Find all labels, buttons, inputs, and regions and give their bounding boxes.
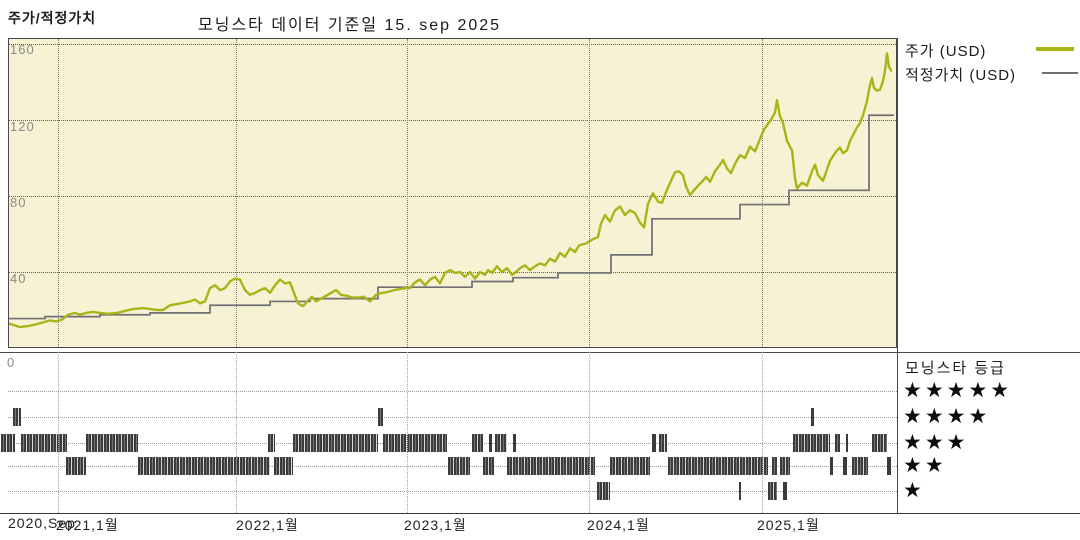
rating-row-3-stars: ★★★ bbox=[903, 431, 969, 454]
x-tick-2020-sep: 2020,Sep bbox=[8, 515, 76, 531]
x-gridline bbox=[589, 39, 590, 347]
rating-bar-3star bbox=[513, 434, 516, 452]
rating-bar-3star bbox=[268, 434, 275, 452]
x-gridline-lower bbox=[236, 352, 237, 513]
rating-bar-2star bbox=[668, 457, 768, 475]
legend-label-price: 주가 (USD) bbox=[905, 43, 987, 60]
y-gridline bbox=[9, 44, 896, 45]
rating-bar-2star bbox=[852, 457, 868, 475]
rating-row-gridline bbox=[8, 391, 897, 392]
rating-bar-3star bbox=[846, 434, 848, 452]
price-line bbox=[9, 52, 893, 329]
page-title: 주가/적정가치 bbox=[8, 10, 97, 26]
rating-bar-3star bbox=[872, 434, 887, 452]
y-tick-40: 40 bbox=[10, 271, 27, 286]
legend-label-fairvalue: 적정가치 (USD) bbox=[905, 67, 1017, 84]
price-fairvalue-chart bbox=[9, 52, 894, 329]
rating-bar-3star bbox=[495, 434, 507, 452]
rating-bar-3star bbox=[659, 434, 667, 452]
rating-bar-1star bbox=[597, 482, 610, 500]
x-tick-2022-jan: 2022,1월 bbox=[236, 517, 299, 533]
rating-bar-1star bbox=[783, 482, 787, 500]
rating-bar-3star bbox=[793, 434, 830, 452]
rating-panel-title: 모닝스타 등급 bbox=[905, 360, 1006, 377]
rating-bar-3star bbox=[86, 434, 138, 452]
rating-bar-3star bbox=[652, 434, 656, 452]
x-gridline bbox=[58, 39, 59, 347]
rating-bar-3star bbox=[1, 434, 15, 452]
y-tick-120: 120 bbox=[10, 119, 35, 134]
rating-bar-2star bbox=[483, 457, 494, 475]
rating-row-gridline bbox=[8, 417, 897, 418]
rating-bar-3star bbox=[472, 434, 483, 452]
rating-row-5-stars: ★★★★★ bbox=[903, 379, 1013, 402]
rating-bar-2star bbox=[138, 457, 270, 475]
legend-swatch-price bbox=[1036, 47, 1074, 51]
rating-row-1-star: ★ bbox=[903, 479, 925, 502]
rating-bar-2star bbox=[274, 457, 293, 475]
rating-bar-2star bbox=[448, 457, 470, 475]
x-gridline-lower bbox=[762, 352, 763, 513]
x-gridline bbox=[236, 39, 237, 347]
x-gridline-lower bbox=[407, 352, 408, 513]
x-gridline-lower bbox=[589, 352, 590, 513]
rating-bar-4star bbox=[378, 408, 383, 426]
panel-divider-horizontal bbox=[0, 352, 1080, 353]
rating-row-gridline bbox=[8, 466, 897, 467]
rating-bar-4star bbox=[811, 408, 814, 426]
rating-bar-4star bbox=[13, 408, 21, 426]
rating-bar-3star bbox=[21, 434, 67, 452]
x-gridline-lower bbox=[58, 352, 59, 513]
x-tick-2021-jan: 2021,1월 bbox=[56, 517, 119, 533]
x-gridline bbox=[762, 39, 763, 347]
rating-bar-2star bbox=[507, 457, 595, 475]
rating-bar-2star bbox=[887, 457, 891, 475]
x-tick-2023-jan: 2023,1월 bbox=[404, 517, 467, 533]
y-tick-80: 80 bbox=[10, 195, 27, 210]
rating-bar-2star bbox=[66, 457, 86, 475]
y-tick-0: 0 bbox=[7, 355, 16, 370]
rating-row-4-stars: ★★★★ bbox=[903, 405, 991, 428]
rating-bar-2star bbox=[772, 457, 777, 475]
chart-title: 모닝스타 데이터 기준일 15. sep 2025 bbox=[198, 17, 502, 34]
y-tick-160: 160 bbox=[10, 42, 35, 57]
rating-bar-3star bbox=[489, 434, 492, 452]
y-gridline bbox=[9, 196, 896, 197]
rating-bar-1star bbox=[768, 482, 777, 500]
rating-row-gridline bbox=[8, 443, 897, 444]
rating-bar-2star bbox=[780, 457, 790, 475]
rating-row-2-stars: ★★ bbox=[903, 454, 947, 477]
rating-bar-1star bbox=[739, 482, 741, 500]
rating-bar-2star bbox=[610, 457, 650, 475]
rating-row-gridline bbox=[8, 491, 897, 492]
rating-bar-3star bbox=[835, 434, 840, 452]
rating-bar-2star bbox=[843, 457, 847, 475]
x-tick-2024-jan: 2024,1월 bbox=[587, 517, 650, 533]
rating-bar-3star bbox=[293, 434, 378, 452]
x-tick-2025-jan: 2025,1월 bbox=[757, 517, 820, 533]
rating-bar-3star bbox=[383, 434, 447, 452]
price-chart-plot-area[interactable] bbox=[8, 38, 897, 348]
legend-swatch-fairvalue bbox=[1042, 72, 1078, 74]
fair-value-line bbox=[9, 114, 894, 320]
y-gridline bbox=[9, 120, 896, 121]
rating-bar-2star bbox=[830, 457, 833, 475]
x-gridline bbox=[407, 39, 408, 347]
panel-divider-vertical bbox=[897, 38, 898, 513]
x-axis-line bbox=[0, 513, 1080, 514]
